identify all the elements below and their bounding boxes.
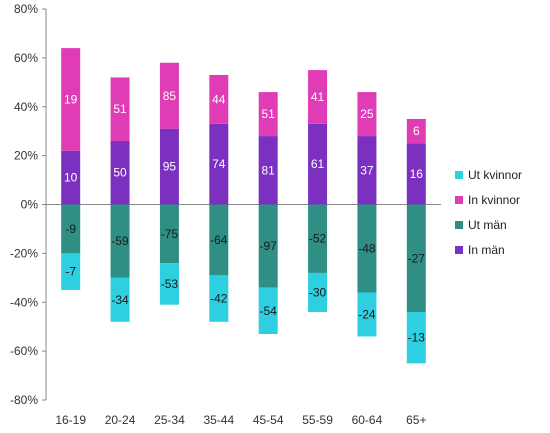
y-tick-label: -40% bbox=[10, 295, 38, 309]
bar-data-label: 61 bbox=[311, 157, 325, 171]
bar-data-label: 74 bbox=[212, 157, 226, 171]
bar-segment bbox=[308, 70, 328, 124]
bar-segment bbox=[159, 204, 179, 264]
legend-swatch bbox=[455, 171, 463, 179]
y-tick-label: 80% bbox=[14, 2, 38, 16]
bar-data-label: 10 bbox=[64, 171, 78, 185]
x-tick-label: 45-54 bbox=[253, 413, 284, 427]
bar-segment bbox=[406, 118, 426, 144]
chart-bars: 10 19 -9 -7 50 51 -59 -34 95 85 -75 -53 74 44 -64 -42 81… bbox=[61, 48, 426, 364]
bar-data-label: -24 bbox=[358, 307, 376, 321]
bar-data-label: -27 bbox=[408, 251, 426, 265]
y-tick-label: -20% bbox=[10, 246, 38, 260]
bar-data-label: 81 bbox=[262, 163, 276, 177]
bar-segment bbox=[61, 253, 81, 291]
bar-data-label: 50 bbox=[113, 166, 127, 180]
bar-segment bbox=[110, 204, 130, 278]
bar-data-label: -9 bbox=[65, 222, 76, 236]
bar-segment bbox=[406, 143, 426, 205]
bar-segment bbox=[61, 48, 81, 151]
y-tick-label: 20% bbox=[14, 149, 38, 163]
legend-swatch bbox=[455, 196, 463, 204]
bar-data-label: -30 bbox=[309, 285, 327, 299]
bar-segment bbox=[258, 204, 278, 288]
bar-data-label: 37 bbox=[360, 163, 374, 177]
bar-segment bbox=[258, 136, 278, 205]
bar-data-label: -54 bbox=[260, 304, 278, 318]
bar-data-label: 95 bbox=[163, 160, 177, 174]
bar-segment bbox=[357, 292, 377, 337]
x-tick-label: 20-24 bbox=[105, 413, 136, 427]
y-tick-label: 60% bbox=[14, 51, 38, 65]
bar-data-label: -34 bbox=[111, 293, 129, 307]
bar-data-label: 16 bbox=[410, 167, 424, 181]
bar-data-label: 51 bbox=[262, 107, 276, 121]
bar-segment bbox=[209, 123, 229, 205]
legend-label: Ut kvinnor bbox=[468, 168, 522, 182]
x-tick-label: 16-19 bbox=[55, 413, 86, 427]
bar-segment bbox=[159, 62, 179, 129]
bar-data-label: -53 bbox=[161, 277, 179, 291]
bar-data-label: 51 bbox=[113, 102, 127, 116]
bar-data-label: 6 bbox=[413, 124, 420, 138]
bar-segment bbox=[110, 140, 130, 205]
bar-segment bbox=[308, 272, 328, 313]
bar-data-label: -7 bbox=[65, 265, 76, 279]
x-tick-label: 55-59 bbox=[302, 413, 333, 427]
bar-segment bbox=[406, 204, 426, 313]
y-tick-label: 40% bbox=[14, 100, 38, 114]
x-tick-label: 65+ bbox=[406, 413, 426, 427]
bar-data-label: 85 bbox=[163, 89, 177, 103]
x-tick-label: 35-44 bbox=[203, 413, 234, 427]
bar-segment bbox=[357, 136, 377, 205]
bar-data-label: -59 bbox=[111, 234, 129, 248]
chart-axes: 80% 60% 40% 20% 0% -20% -40% -60% -80% 16-19 20-24… bbox=[10, 2, 441, 427]
bar-data-label: -52 bbox=[309, 232, 327, 246]
bar-data-label: 25 bbox=[360, 107, 374, 121]
y-tick-label: -60% bbox=[10, 344, 38, 358]
bar-segment bbox=[110, 77, 130, 141]
bar-segment bbox=[159, 128, 179, 205]
bar-segment bbox=[209, 275, 229, 322]
bar-segment bbox=[258, 287, 278, 335]
bar-data-label: -42 bbox=[210, 292, 228, 306]
bar-segment bbox=[357, 204, 377, 293]
bar-segment bbox=[209, 204, 229, 276]
bar-segment bbox=[357, 92, 377, 137]
bar-segment bbox=[308, 123, 328, 205]
y-tick-label: -80% bbox=[10, 393, 38, 407]
bar-data-label: -48 bbox=[358, 241, 376, 255]
legend-label: In män bbox=[468, 243, 505, 257]
y-tick-label: 0% bbox=[21, 198, 39, 212]
bar-segment bbox=[258, 92, 278, 137]
legend-swatch bbox=[455, 221, 463, 229]
bar-segment bbox=[308, 204, 328, 273]
x-tick-label: 25-34 bbox=[154, 413, 185, 427]
bar-data-label: -75 bbox=[161, 227, 179, 241]
bar-segment bbox=[159, 263, 179, 305]
bar-segment bbox=[110, 277, 130, 322]
bar-data-label: 41 bbox=[311, 90, 325, 104]
bar-segment bbox=[61, 204, 81, 254]
bar-data-label: 44 bbox=[212, 92, 226, 106]
x-tick-label: 60-64 bbox=[352, 413, 383, 427]
bar-segment bbox=[209, 74, 229, 124]
bar-segment bbox=[61, 150, 81, 205]
bar-data-label: 19 bbox=[64, 92, 78, 106]
chart-legend: Ut kvinnor In kvinnor Ut män In män bbox=[455, 168, 522, 257]
legend-label: Ut män bbox=[468, 218, 507, 232]
bar-data-label: -13 bbox=[408, 331, 426, 345]
bar-segment bbox=[406, 312, 426, 364]
legend-label: In kvinnor bbox=[468, 193, 520, 207]
bar-data-label: -97 bbox=[260, 239, 278, 253]
legend-swatch bbox=[455, 246, 463, 254]
bar-data-label: -64 bbox=[210, 233, 228, 247]
